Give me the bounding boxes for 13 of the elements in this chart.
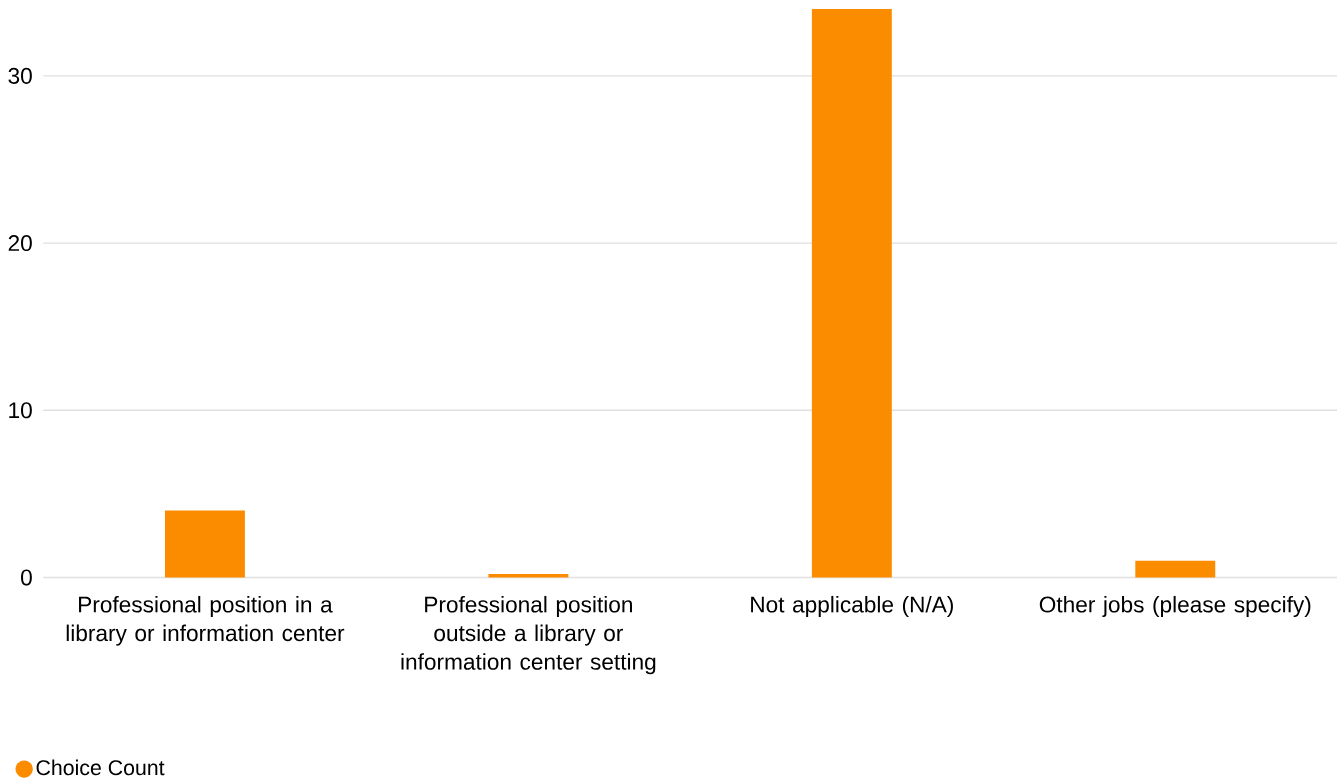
x-tick-label: Professional position outside a library or information center setting (401, 595, 656, 675)
x-tick-label: Not applicable (N/A) (751, 595, 953, 617)
bar (1135, 560, 1216, 578)
y-tick-label: 10 (9, 402, 32, 419)
bar (488, 573, 569, 578)
bar (811, 8, 892, 578)
bar (164, 510, 245, 578)
x-tick-label: Professional position in a library or information center (66, 595, 345, 646)
y-tick-label: 30 (8, 67, 32, 84)
legend-label: Choice Count (36, 759, 165, 776)
x-tick-label: Other jobs (please specify) (1039, 595, 1311, 617)
y-tick-label: 20 (8, 234, 32, 251)
y-tick-label: 0 (21, 569, 32, 586)
